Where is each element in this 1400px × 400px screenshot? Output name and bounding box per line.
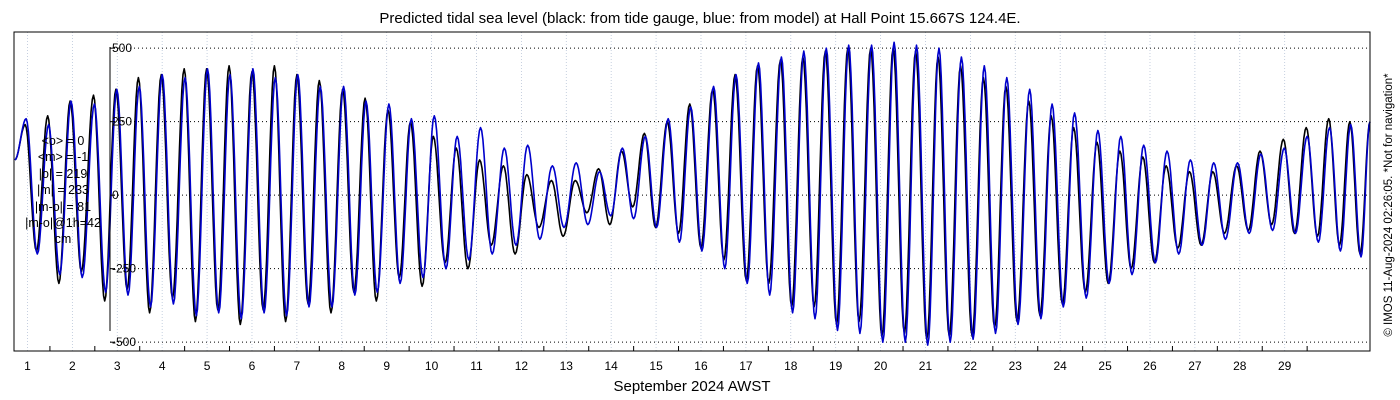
- x-tick-label: 12: [515, 359, 529, 373]
- x-tick-label: 16: [694, 359, 708, 373]
- copyright-note: © IMOS 11-Aug-2024 02:26:05. *Not for na…: [1383, 73, 1395, 337]
- y-tick-label: 0: [112, 188, 119, 202]
- series-model: [14, 41, 1371, 346]
- x-tick-label: 22: [964, 359, 978, 373]
- x-tick-label: 10: [425, 359, 439, 373]
- x-tick-label: 26: [1143, 359, 1157, 373]
- y-tick-label: -250: [112, 262, 136, 276]
- x-tick-label: 17: [739, 359, 753, 373]
- stat-unit: cm: [54, 232, 72, 247]
- stat-abs-diff-1h: |m-o|@1h=42: [25, 216, 101, 231]
- x-tick-label: 1: [24, 359, 31, 373]
- y-tick-label: -500: [112, 335, 136, 349]
- x-tick-label: 15: [649, 359, 663, 373]
- x-tick-label: 3: [114, 359, 121, 373]
- plot-area-frame: [13, 31, 1371, 352]
- x-tick-label: 20: [874, 359, 888, 373]
- x-tick-label: 28: [1233, 359, 1247, 373]
- x-tick-label: 9: [383, 359, 390, 373]
- series-lines: [14, 41, 1371, 346]
- x-tick-label: 29: [1278, 359, 1292, 373]
- x-axis-label: September 2024 AWST: [613, 378, 770, 395]
- x-tick-label: 24: [1054, 359, 1068, 373]
- y-tick-label: 500: [112, 41, 132, 55]
- x-tick-label: 6: [249, 359, 256, 373]
- x-tick-label: 18: [784, 359, 798, 373]
- stat-mean-model: <m> = -1: [37, 150, 89, 165]
- x-tick-label: 21: [919, 359, 933, 373]
- x-ticks: 1 2 3 4 5 6 7 8 9 10 11 12 13 14 15 16 17 18 19 20 21 22 23 24 2…: [24, 346, 1308, 373]
- y-ticks: -500 -250 0 250 500: [110, 41, 136, 349]
- stat-abs-model: |m| = 233: [36, 183, 89, 198]
- x-tick-label: 27: [1188, 359, 1202, 373]
- x-tick-label: 13: [560, 359, 574, 373]
- x-tick-label: 23: [1009, 359, 1023, 373]
- stat-abs-diff: |m-o| = 81: [34, 199, 92, 214]
- x-tick-label: 8: [338, 359, 345, 373]
- x-tick-label: 2: [69, 359, 76, 373]
- stat-abs-obs: |o| = 219: [38, 166, 88, 181]
- chart-title: Predicted tidal sea level (black: from t…: [379, 10, 1021, 27]
- x-tick-label: 25: [1098, 359, 1112, 373]
- x-tick-label: 14: [604, 359, 618, 373]
- x-tick-label: 11: [470, 359, 483, 373]
- x-tick-label: 5: [204, 359, 211, 373]
- y-tick-label: 250: [112, 115, 132, 129]
- x-tick-label: 7: [294, 359, 301, 373]
- x-tick-label: 4: [159, 359, 166, 373]
- x-tick-label: 19: [829, 359, 843, 373]
- statistics-panel: <o> = 0 <m> = -1 |o| = 219 |m| = 233 |m-…: [12, 133, 114, 248]
- series-tide-gauge: [14, 47, 1371, 340]
- stat-mean-obs: <o> = 0: [41, 134, 85, 148]
